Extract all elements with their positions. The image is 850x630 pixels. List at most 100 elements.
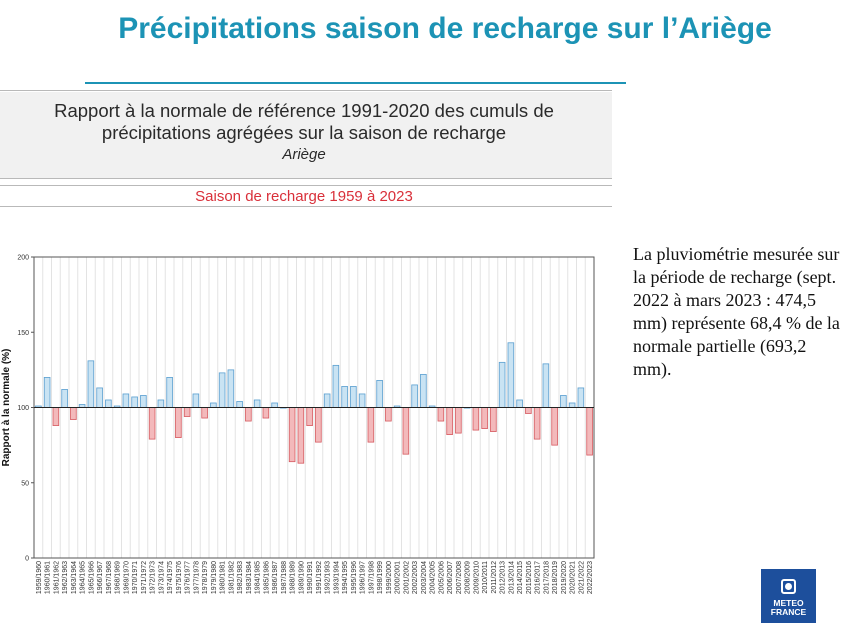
x-tick-label: 1978/1979: [202, 561, 209, 594]
x-tick-label: 2017/2018: [543, 561, 550, 594]
bar-2011-2012: [490, 407, 497, 432]
logo-line2: FRANCE: [770, 607, 807, 617]
x-tick-labels: 1959/1960 1960/1961 1961/1962 1962/1963 1963…: [36, 561, 594, 594]
bar-2015-2016: [525, 407, 532, 414]
x-tick-label: 1963/1964: [71, 561, 78, 594]
bar-2020-2021: [568, 402, 576, 408]
x-tick-label: 1991/1992: [316, 561, 323, 594]
x-tick-label: 1999/2000: [386, 561, 393, 594]
bar-1974-1975: [166, 376, 173, 408]
bar-1961-1962: [52, 407, 60, 426]
x-tick-label: 2004/2005: [430, 561, 437, 594]
x-tick-label: 1960/1961: [45, 561, 52, 594]
x-tick-label: 1988/1989: [290, 561, 297, 594]
bar-1999-2000: [385, 407, 392, 422]
bar-1981-1982: [227, 369, 235, 408]
x-tick-label: 2005/2006: [438, 561, 445, 594]
x-tick-label: 2009/2010: [473, 561, 480, 594]
x-tick-label: 1982/1983: [237, 561, 244, 594]
x-tick-label: 1984/1985: [255, 561, 262, 594]
x-tick-label: 1995/1996: [351, 561, 358, 594]
x-tick-label: 1973/1974: [158, 561, 165, 594]
bar-1994-1995: [341, 386, 348, 408]
bar-2010-2011: [481, 407, 488, 429]
bar-2021-2022: [577, 387, 585, 408]
bar-2001-2002: [402, 407, 410, 455]
bar-1986-1987: [271, 402, 278, 408]
bar-2012-2013: [498, 361, 506, 408]
bar-1969-1970: [122, 393, 130, 408]
x-tick-label: 1977/1978: [193, 561, 200, 594]
slide-title: Précipitations saison de recharge sur l’…: [118, 12, 772, 45]
x-tick-label: 1987/1988: [281, 561, 288, 594]
bar-1972-1973: [148, 407, 156, 440]
bar-2017-2018: [542, 363, 550, 408]
x-tick-label: 2012/2013: [500, 561, 507, 594]
bar-2019-2020: [560, 395, 567, 408]
bar-2006-2007: [446, 407, 453, 435]
bar-1984-1985: [253, 399, 261, 408]
x-tick-label: 2001/2002: [403, 561, 410, 594]
x-tick-label: 1983/1984: [246, 561, 253, 594]
x-tick-label: 1985/1986: [263, 561, 270, 594]
x-tick-label: 1962/1963: [62, 561, 69, 594]
x-tick-label: 2010/2011: [482, 561, 489, 594]
y-axis-label: Rapport à la normale (%): [1, 349, 12, 467]
bar-1973-1974: [157, 399, 165, 408]
panel-top-line: [0, 90, 612, 91]
bar-2003-2004: [420, 373, 427, 408]
y-tick-label: 150: [17, 330, 29, 337]
x-tick-label: 1998/1999: [377, 561, 384, 594]
bar-2022-2023: [586, 407, 593, 456]
x-tick-label: 1994/1995: [342, 561, 349, 594]
y-tick-labels: 0 50 100 150 200: [17, 255, 29, 563]
bar-1991-1992: [315, 407, 322, 443]
x-tick-label: 2015/2016: [526, 561, 533, 594]
chart-axes: [31, 256, 595, 559]
bar-1978-1979: [201, 407, 208, 419]
x-tick-label: 1997/1998: [368, 561, 375, 594]
bar-1980-1981: [218, 372, 226, 408]
bar-1963-1964: [70, 407, 77, 420]
logo-line1: METEO: [773, 598, 804, 608]
bar-1965-1966: [87, 360, 95, 408]
meteo-france-logo: METEO FRANCE: [761, 569, 816, 623]
bar-1995-1996: [350, 386, 357, 408]
bar-1998-1999: [376, 380, 383, 408]
bar-1971-1972: [140, 395, 147, 408]
y-tick-label: 200: [17, 255, 29, 262]
x-tick-label: 2008/2009: [465, 561, 472, 594]
bar-1989-1990: [297, 407, 305, 464]
x-tick-label: 1980/1981: [220, 561, 227, 594]
x-tick-label: 2016/2017: [535, 561, 542, 594]
title-rule: [85, 82, 626, 84]
bar-2007-2008: [455, 407, 462, 434]
x-tick-label: 2020/2021: [570, 561, 577, 594]
bar-2018-2019: [551, 407, 558, 446]
bar-1970-1971: [131, 396, 138, 408]
chart-heading-line2: précipitations agrégées sur la saison de…: [101, 122, 507, 143]
x-tick-label: 2013/2014: [508, 561, 515, 594]
x-tick-label: 1993/1994: [333, 561, 340, 594]
x-tick-label: 1965/1966: [88, 561, 95, 594]
x-tick-label: 2002/2003: [412, 561, 419, 594]
x-tick-label: 1992/1993: [325, 561, 332, 594]
chart-header-panel: Rapport à la normale de référence 1991-2…: [0, 90, 612, 210]
panel-bottom-line: [0, 206, 612, 207]
bar-1966-1967: [96, 387, 103, 408]
x-tick-label: 2021/2022: [578, 561, 585, 594]
bar-2009-2010: [472, 407, 480, 431]
x-tick-label: 1971/1972: [141, 561, 148, 594]
chart-region: Ariège: [282, 146, 326, 163]
bar-2002-2003: [411, 384, 418, 408]
x-tick-label: 1979/1980: [211, 561, 218, 594]
bar-1960-1961: [43, 376, 51, 408]
bar-1967-1968: [105, 399, 112, 408]
chart-heading-line1: Rapport à la normale de référence 1991-2…: [54, 100, 554, 121]
x-tick-label: 1966/1967: [97, 561, 104, 594]
bar-1962-1963: [61, 389, 68, 408]
x-tick-label: 1976/1977: [185, 561, 192, 594]
logo-icon: [781, 579, 796, 594]
x-tick-label: 1972/1973: [150, 561, 157, 594]
x-tick-label: 2000/2001: [395, 561, 402, 594]
